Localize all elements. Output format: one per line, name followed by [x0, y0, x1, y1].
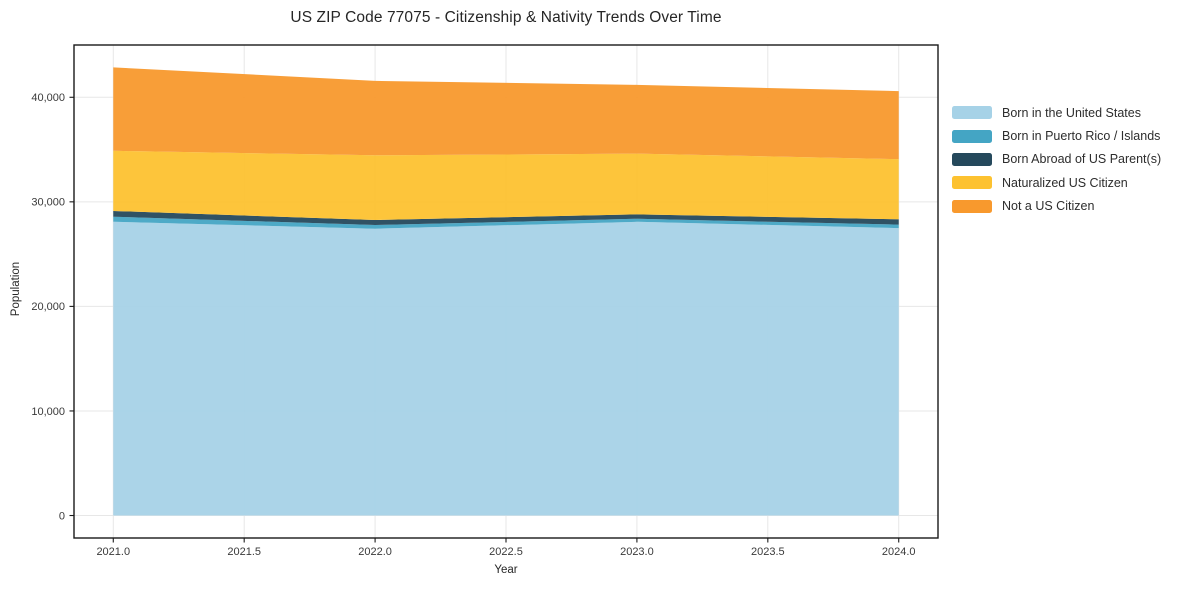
- x-tick-label: 2022.0: [358, 546, 392, 558]
- chart-title: US ZIP Code 77075 - Citizenship & Nativi…: [290, 9, 722, 26]
- y-tick-label: 0: [59, 510, 65, 522]
- area-not-a-us-citizen: [113, 67, 899, 160]
- x-tick-label: 2024.0: [882, 546, 916, 558]
- legend-label: Born Abroad of US Parent(s): [1002, 152, 1162, 167]
- legend-swatch-icon: [952, 176, 992, 190]
- y-tick-label: 20,000: [31, 301, 65, 313]
- legend-label: Not a US Citizen: [1002, 199, 1095, 214]
- area-born-in-the-united-states: [113, 221, 899, 516]
- legend-label: Born in Puerto Rico / Islands: [1002, 129, 1161, 144]
- y-axis-label: Population: [10, 261, 22, 317]
- legend-item-naturalized-us-citizen: Naturalized US Citizen: [952, 171, 1161, 194]
- legend-swatch-icon: [952, 199, 992, 213]
- x-tick-label: 2021.0: [96, 546, 130, 558]
- legend-swatch-icon: [952, 152, 992, 166]
- legend-label: Naturalized US Citizen: [1002, 175, 1128, 190]
- legend: Born in the United States Born in Puerto …: [952, 101, 1161, 218]
- x-tick-label: 2023.5: [751, 546, 785, 558]
- x-tick-label: 2022.5: [489, 546, 523, 558]
- area-naturalized-us-citizen: [113, 150, 899, 221]
- y-tick-label: 10,000: [31, 406, 65, 418]
- legend-swatch-icon: [952, 129, 992, 143]
- legend-item-born-in-the-united-states: Born in the United States: [952, 101, 1161, 124]
- legend-item-born-abroad-of-us-parent-s: Born Abroad of US Parent(s): [952, 148, 1161, 171]
- y-tick-label: 30,000: [31, 197, 65, 209]
- legend-label: Born in the United States: [1002, 105, 1141, 120]
- area-born-in-puerto-rico-islands: [113, 216, 899, 229]
- x-axis-label: Year: [494, 564, 518, 576]
- y-tick-label: 40,000: [31, 92, 65, 104]
- legend-swatch-icon: [952, 106, 992, 120]
- x-tick-label: 2021.5: [227, 546, 261, 558]
- legend-item-born-in-puerto-rico-islands: Born in Puerto Rico / Islands: [952, 124, 1161, 147]
- x-tick-label: 2023.0: [620, 546, 654, 558]
- area-born-abroad-of-us-parent-s: [113, 210, 899, 226]
- legend-item-not-a-us-citizen: Not a US Citizen: [952, 195, 1161, 218]
